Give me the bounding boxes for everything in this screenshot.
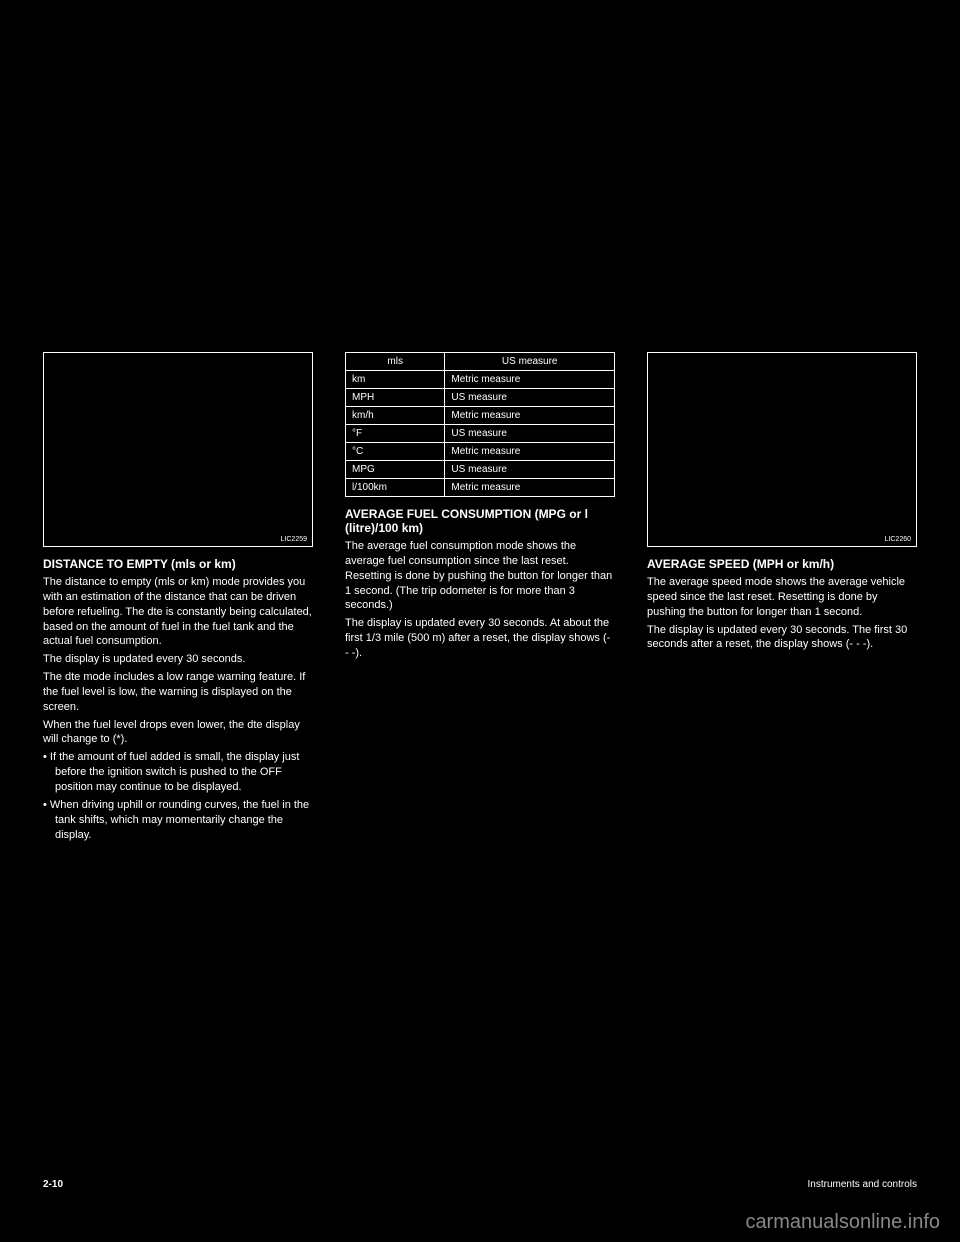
figure-2: LIC2260: [647, 352, 917, 547]
units-table: mls US measure kmMetric measure MPHUS me…: [345, 352, 615, 497]
table-row: °FUS measure: [346, 425, 615, 443]
table-header-0: mls: [346, 353, 445, 371]
col1-text: The distance to empty (mls or km) mode p…: [43, 575, 313, 842]
table-wrap: mls US measure kmMetric measure MPHUS me…: [345, 352, 615, 497]
figure-1: LIC2259: [43, 352, 313, 547]
main-content: LIC2259 DISTANCE TO EMPTY (mls or km) Th…: [43, 352, 917, 845]
col1-p3: When the fuel level drops even lower, th…: [43, 718, 313, 748]
col3-text: The average speed mode shows the average…: [647, 575, 917, 652]
column-2: mls US measure kmMetric measure MPHUS me…: [345, 352, 615, 845]
col1-p4: • If the amount of fuel added is small, …: [43, 750, 313, 795]
col1-p1: The display is updated every 30 seconds.: [43, 652, 313, 667]
col1-p0: The distance to empty (mls or km) mode p…: [43, 575, 313, 649]
col1-heading: DISTANCE TO EMPTY (mls or km): [43, 557, 313, 571]
col3-p0: The average speed mode shows the average…: [647, 575, 917, 620]
page-footer: 2-10 Instruments and controls: [43, 1179, 917, 1190]
figure-2-label: LIC2260: [885, 536, 911, 543]
figure-1-label: LIC2259: [281, 536, 307, 543]
page-number: 2-10: [43, 1179, 63, 1190]
table-row: MPHUS measure: [346, 389, 615, 407]
table-row: °CMetric measure: [346, 443, 615, 461]
table-header-1: US measure: [445, 353, 615, 371]
watermark: carmanualsonline.info: [745, 1211, 940, 1234]
table-row: kmMetric measure: [346, 371, 615, 389]
table-row: MPGUS measure: [346, 461, 615, 479]
column-3: LIC2260 AVERAGE SPEED (MPH or km/h) The …: [647, 352, 917, 845]
col2-text: The average fuel consumption mode shows …: [345, 539, 615, 661]
col2-p1: The display is updated every 30 seconds.…: [345, 616, 615, 661]
col2-heading: AVERAGE FUEL CONSUMPTION (MPG or l (litr…: [345, 507, 615, 535]
col1-p5: • When driving uphill or rounding curves…: [43, 798, 313, 843]
col1-p2: The dte mode includes a low range warnin…: [43, 670, 313, 715]
table-row: l/100kmMetric measure: [346, 479, 615, 497]
table-row: km/hMetric measure: [346, 407, 615, 425]
column-1: LIC2259 DISTANCE TO EMPTY (mls or km) Th…: [43, 352, 313, 845]
col3-heading: AVERAGE SPEED (MPH or km/h): [647, 557, 917, 571]
col3-p1: The display is updated every 30 seconds.…: [647, 623, 917, 653]
table-row: mls US measure: [346, 353, 615, 371]
col2-p0: The average fuel consumption mode shows …: [345, 539, 615, 613]
section-name: Instruments and controls: [808, 1179, 918, 1190]
